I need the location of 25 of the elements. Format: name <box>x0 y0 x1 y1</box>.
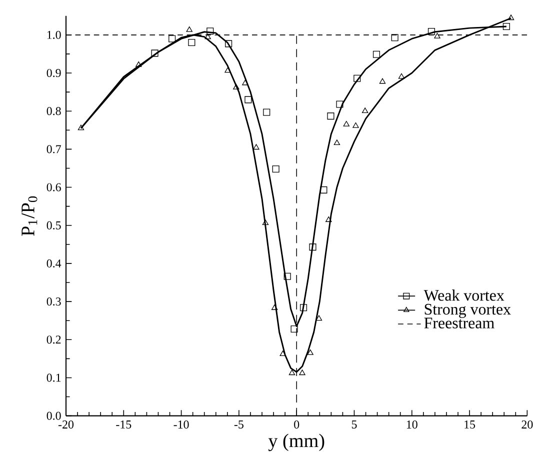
y-tick-label: 0.2 <box>46 336 61 344</box>
x-tick-label: 10 <box>406 420 418 429</box>
y-tick-label: 0.6 <box>46 183 61 192</box>
x-tick-label: 5 <box>352 420 357 429</box>
x-tick-label: -15 <box>116 420 132 429</box>
legend-label: Freestream <box>424 318 494 328</box>
x-tick-label: 20 <box>522 420 533 429</box>
y-axis-title: P$_{1}$/P$_{0}$ <box>22 196 38 236</box>
y-tick-label: 0.5 <box>46 221 61 230</box>
x-tick-label: -10 <box>174 420 189 429</box>
legend-label: Strong vortex <box>424 304 511 318</box>
legend-label: Weak vortex <box>424 290 504 301</box>
x-tick-label: -20 <box>58 420 74 429</box>
y-tick-label: 0.9 <box>46 69 61 78</box>
x-axis-title: y (mm) <box>268 434 324 452</box>
y-tick-label: 1.0 <box>47 30 61 40</box>
x-tick-label: 0 <box>294 420 300 429</box>
y-tick-label: 0.1 <box>46 374 61 382</box>
x-tick-label: 15 <box>464 420 476 429</box>
y-tick-label: 0.3 <box>46 298 61 306</box>
y-tick-label: 0.4 <box>46 259 62 268</box>
y-tick-label: 0.7 <box>46 145 61 154</box>
x-tick-label: -5 <box>234 420 244 429</box>
y-tick-label: 0.8 <box>46 107 61 116</box>
y-tick-label: 0.0 <box>46 412 61 420</box>
